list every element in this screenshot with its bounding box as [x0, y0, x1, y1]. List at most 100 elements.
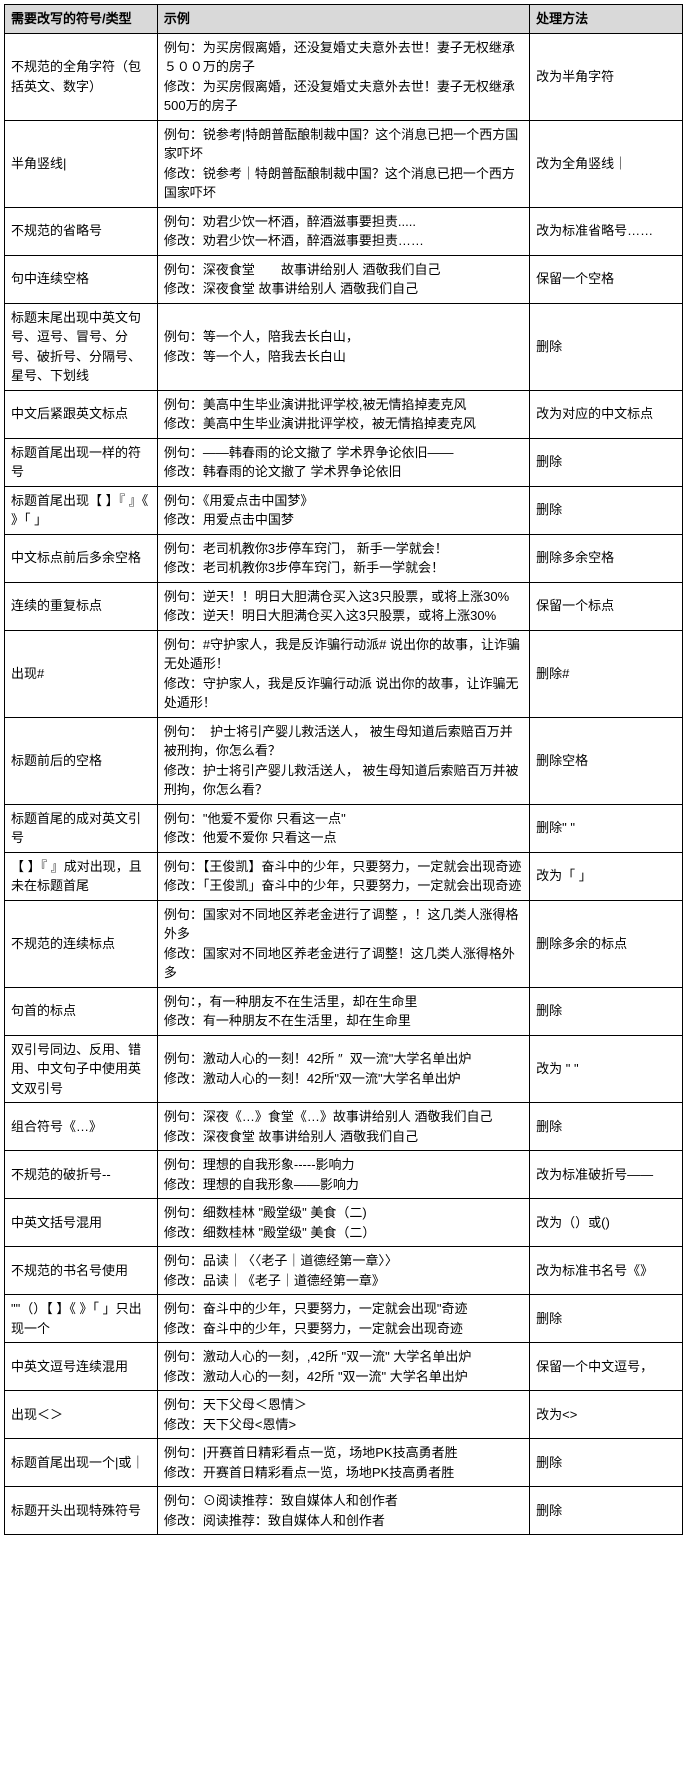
cell-type: 不规范的连续标点 [5, 900, 158, 987]
cell-method: 删除# [530, 630, 683, 717]
cell-example: 例句：品读｜〈〈老子｜道德经第一章〉〉 修改：品读｜《老子｜道德经第一章》 [157, 1247, 529, 1295]
table-row: 中英文逗号连续混用例句：激动人心的一刻，,42所 "双一流" 大学名单出炉 修改… [5, 1343, 683, 1391]
col-header-method: 处理方法 [530, 5, 683, 34]
table-row: ""（）【 】《 》「 」只出现一个例句：奋斗中的少年，只要努力，一定就会出现"… [5, 1295, 683, 1343]
cell-example: 例句：美高中生毕业演讲批评学校,被无情掐掉麦克风 修改：美高中生毕业演讲批评学校… [157, 390, 529, 438]
cell-method: 删除 [530, 1487, 683, 1535]
cell-type: 【 】『 』成对出现，且未在标题首尾 [5, 852, 158, 900]
cell-method: 改为标准破折号—— [530, 1151, 683, 1199]
cell-type: 中英文逗号连续混用 [5, 1343, 158, 1391]
cell-example: 例句：《用爱点击中国梦》 修改：用爱点击中国梦 [157, 486, 529, 534]
table-row: 不规范的省略号例句：劝君少饮一杯酒，醉酒滋事要担责..... 修改：劝君少饮一杯… [5, 207, 683, 255]
cell-example: 例句：#守护家人，我是反诈骗行动派# 说出你的故事，让诈骗无处遁形！ 修改：守护… [157, 630, 529, 717]
cell-type: 标题首尾出现【 】『 』《 》「 」 [5, 486, 158, 534]
table-row: 出现#例句：#守护家人，我是反诈骗行动派# 说出你的故事，让诈骗无处遁形！ 修改… [5, 630, 683, 717]
col-header-example: 示例 [157, 5, 529, 34]
cell-type: 双引号同边、反用、错用、中文句子中使用英文双引号 [5, 1035, 158, 1103]
cell-type: 出现# [5, 630, 158, 717]
cell-method: 改为半角字符 [530, 33, 683, 120]
table-row: 标题末尾出现中英文句号、逗号、冒号、分号、破折号、分隔号、星号、下划线例句：等一… [5, 303, 683, 390]
cell-method: 删除 [530, 1295, 683, 1343]
cell-method: 删除多余空格 [530, 534, 683, 582]
cell-example: 例句：|开赛首日精彩看点一览，场地PK技高勇者胜 修改：开赛首日精彩看点一览，场… [157, 1439, 529, 1487]
cell-method: 删除 [530, 1439, 683, 1487]
cell-example: 例句：深夜《…》食堂《…》故事讲给别人 酒敬我们自己 修改：深夜食堂 故事讲给别… [157, 1103, 529, 1151]
table-row: 标题首尾出现一个|或｜例句：|开赛首日精彩看点一览，场地PK技高勇者胜 修改：开… [5, 1439, 683, 1487]
header-row: 需要改写的符号/类型 示例 处理方法 [5, 5, 683, 34]
cell-example: 例句：等一个人，陪我去长白山， 修改：等一个人，陪我去长白山 [157, 303, 529, 390]
table-row: 句中连续空格例句：深夜食堂 故事讲给别人 酒敬我们自己 修改：深夜食堂 故事讲给… [5, 255, 683, 303]
table-row: 不规范的连续标点例句：国家对不同地区养老金进行了调整 ，！这几类人涨得格外多 修… [5, 900, 683, 987]
cell-type: 连续的重复标点 [5, 582, 158, 630]
table-row: 双引号同边、反用、错用、中文句子中使用英文双引号例句：激动人心的一刻！42所 ″… [5, 1035, 683, 1103]
table-row: 半角竖线|例句：锐参考|特朗普酝酿制裁中国？这个消息已把一个西方国家吓坏 修改：… [5, 120, 683, 207]
cell-example: 例句：激动人心的一刻，,42所 "双一流" 大学名单出炉 修改：激动人心的一刻，… [157, 1343, 529, 1391]
cell-method: 删除 [530, 303, 683, 390]
cell-example: 例句：，有一种朋友不在生活里，却在生命里 修改：有一种朋友不在生活里，却在生命里 [157, 987, 529, 1035]
cell-method: 删除空格 [530, 717, 683, 804]
cell-method: 保留一个标点 [530, 582, 683, 630]
cell-method: 改为「 」 [530, 852, 683, 900]
cell-type: 标题前后的空格 [5, 717, 158, 804]
table-row: 标题前后的空格例句： 护士将引产婴儿救活送人， 被生母知道后索赔百万并被刑拘，你… [5, 717, 683, 804]
table-row: 【 】『 』成对出现，且未在标题首尾例句：【王俊凯】奋斗中的少年，只要努力，一定… [5, 852, 683, 900]
cell-method: 删除 [530, 438, 683, 486]
cell-example: 例句： 护士将引产婴儿救活送人， 被生母知道后索赔百万并被刑拘，你怎么看？ 修改… [157, 717, 529, 804]
cell-example: 例句：国家对不同地区养老金进行了调整 ，！这几类人涨得格外多 修改：国家对不同地… [157, 900, 529, 987]
cell-example: 例句：逆天！！明日大胆满仓买入这3只股票，或将上涨30% 修改：逆天！明日大胆满… [157, 582, 529, 630]
cell-method: 改为全角竖线｜ [530, 120, 683, 207]
cell-method: 删除" " [530, 804, 683, 852]
cell-method: 改为（）或() [530, 1199, 683, 1247]
cell-type: 中英文括号混用 [5, 1199, 158, 1247]
cell-example: 例句：奋斗中的少年，只要努力，一定就会出现"奇迹 修改：奋斗中的少年，只要努力，… [157, 1295, 529, 1343]
cell-method: 改为<> [530, 1391, 683, 1439]
cell-example: 例句：激动人心的一刻！42所 ″ 双一流"大学名单出炉 修改：激动人心的一刻！4… [157, 1035, 529, 1103]
cell-method: 保留一个中文逗号， [530, 1343, 683, 1391]
cell-method: 改为对应的中文标点 [530, 390, 683, 438]
cell-type: 组合符号《…》 [5, 1103, 158, 1151]
cell-type: 不规范的破折号-- [5, 1151, 158, 1199]
table-row: 中文标点前后多余空格例句：老司机教你3步停车窍门， 新手一学就会！ 修改：老司机… [5, 534, 683, 582]
table-row: 标题首尾出现一样的符号例句：——韩春雨的论文撤了 学术界争论依旧—— 修改：韩春… [5, 438, 683, 486]
cell-type: 标题首尾出现一样的符号 [5, 438, 158, 486]
cell-type: 不规范的省略号 [5, 207, 158, 255]
cell-example: 例句：天下父母＜恩情＞ 修改：天下父母<恩情> [157, 1391, 529, 1439]
cell-method: 改为标准书名号《》 [530, 1247, 683, 1295]
cell-type: ""（）【 】《 》「 」只出现一个 [5, 1295, 158, 1343]
table-row: 句首的标点例句：，有一种朋友不在生活里，却在生命里 修改：有一种朋友不在生活里，… [5, 987, 683, 1035]
cell-method: 删除 [530, 486, 683, 534]
table-row: 出现＜＞例句：天下父母＜恩情＞ 修改：天下父母<恩情>改为<> [5, 1391, 683, 1439]
col-header-type: 需要改写的符号/类型 [5, 5, 158, 34]
cell-type: 标题首尾出现一个|或｜ [5, 1439, 158, 1487]
cell-example: 例句：细数桂林 "殿堂级" 美食（二) 修改：细数桂林 "殿堂级" 美食（二） [157, 1199, 529, 1247]
cell-method: 保留一个空格 [530, 255, 683, 303]
cell-type: 标题开头出现特殊符号 [5, 1487, 158, 1535]
cell-example: 例句：劝君少饮一杯酒，醉酒滋事要担责..... 修改：劝君少饮一杯酒，醉酒滋事要… [157, 207, 529, 255]
table-row: 连续的重复标点例句：逆天！！明日大胆满仓买入这3只股票，或将上涨30% 修改：逆… [5, 582, 683, 630]
cell-example: 例句：为买房假离婚，还没复婚丈夫意外去世！妻子无权继承５００万的房子 修改：为买… [157, 33, 529, 120]
table-row: 不规范的全角字符（包括英文、数字）例句：为买房假离婚，还没复婚丈夫意外去世！妻子… [5, 33, 683, 120]
cell-example: 例句：理想的自我形象-----影响力 修改：理想的自我形象——影响力 [157, 1151, 529, 1199]
cell-type: 半角竖线| [5, 120, 158, 207]
cell-example: 例句：锐参考|特朗普酝酿制裁中国？这个消息已把一个西方国家吓坏 修改：锐参考｜特… [157, 120, 529, 207]
cell-example: 例句：⊙阅读推荐：致自媒体人和创作者 修改：阅读推荐：致自媒体人和创作者 [157, 1487, 529, 1535]
table-row: 不规范的书名号使用例句：品读｜〈〈老子｜道德经第一章〉〉 修改：品读｜《老子｜道… [5, 1247, 683, 1295]
rules-table: 需要改写的符号/类型 示例 处理方法 不规范的全角字符（包括英文、数字）例句：为… [4, 4, 683, 1535]
table-row: 标题首尾出现【 】『 』《 》「 」例句：《用爱点击中国梦》 修改：用爱点击中国… [5, 486, 683, 534]
cell-example: 例句："他爱不爱你 只看这一点" 修改：他爱不爱你 只看这一点 [157, 804, 529, 852]
cell-method: 删除多余的标点 [530, 900, 683, 987]
cell-method: 改为标准省略号…… [530, 207, 683, 255]
cell-type: 中文标点前后多余空格 [5, 534, 158, 582]
cell-type: 不规范的书名号使用 [5, 1247, 158, 1295]
cell-example: 例句：深夜食堂 故事讲给别人 酒敬我们自己 修改：深夜食堂 故事讲给别人 酒敬我… [157, 255, 529, 303]
table-row: 组合符号《…》例句：深夜《…》食堂《…》故事讲给别人 酒敬我们自己 修改：深夜食… [5, 1103, 683, 1151]
cell-type: 句中连续空格 [5, 255, 158, 303]
cell-type: 句首的标点 [5, 987, 158, 1035]
cell-method: 删除 [530, 987, 683, 1035]
cell-type: 标题末尾出现中英文句号、逗号、冒号、分号、破折号、分隔号、星号、下划线 [5, 303, 158, 390]
cell-type: 出现＜＞ [5, 1391, 158, 1439]
cell-example: 例句：老司机教你3步停车窍门， 新手一学就会！ 修改：老司机教你3步停车窍门，新… [157, 534, 529, 582]
cell-example: 例句：【王俊凯】奋斗中的少年，只要努力，一定就会出现奇迹 修改：「王俊凯」奋斗中… [157, 852, 529, 900]
cell-method: 删除 [530, 1103, 683, 1151]
cell-example: 例句：——韩春雨的论文撤了 学术界争论依旧—— 修改：韩春雨的论文撤了 学术界争… [157, 438, 529, 486]
